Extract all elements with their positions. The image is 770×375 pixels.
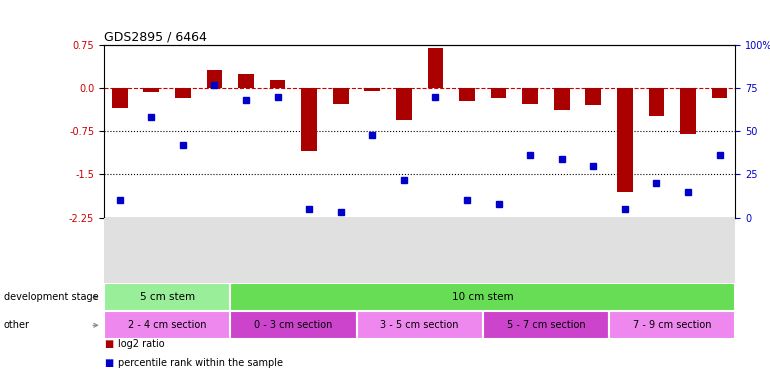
Bar: [270, 80, 286, 88]
Bar: [522, 88, 538, 104]
Text: ■: ■: [104, 358, 113, 368]
Bar: [680, 88, 696, 134]
Bar: [238, 74, 254, 88]
Text: percentile rank within the sample: percentile rank within the sample: [118, 358, 283, 368]
Bar: [104, 283, 230, 311]
Bar: [112, 88, 128, 108]
Text: 7 - 9 cm section: 7 - 9 cm section: [633, 320, 711, 330]
Bar: [490, 88, 507, 99]
Text: 5 - 7 cm section: 5 - 7 cm section: [507, 320, 585, 330]
Text: other: other: [4, 320, 30, 330]
Bar: [609, 311, 735, 339]
Bar: [143, 88, 159, 92]
Text: development stage: development stage: [4, 292, 99, 302]
Bar: [427, 48, 444, 88]
Bar: [230, 283, 735, 311]
Text: 5 cm stem: 5 cm stem: [139, 292, 195, 302]
Bar: [175, 88, 191, 99]
Text: 2 - 4 cm section: 2 - 4 cm section: [128, 320, 206, 330]
Text: 10 cm stem: 10 cm stem: [452, 292, 514, 302]
Text: 0 - 3 cm section: 0 - 3 cm section: [254, 320, 333, 330]
Bar: [104, 311, 230, 339]
Bar: [206, 70, 223, 88]
Bar: [396, 88, 412, 120]
Bar: [585, 88, 601, 105]
Text: ■: ■: [104, 339, 113, 349]
Bar: [364, 88, 380, 91]
Bar: [617, 88, 633, 192]
Bar: [554, 88, 570, 110]
Bar: [459, 88, 475, 101]
Text: log2 ratio: log2 ratio: [118, 339, 165, 349]
Bar: [230, 311, 357, 339]
Bar: [711, 88, 728, 99]
Bar: [648, 88, 665, 116]
Bar: [483, 311, 609, 339]
Bar: [333, 88, 349, 104]
Text: 3 - 5 cm section: 3 - 5 cm section: [380, 320, 459, 330]
Bar: [301, 88, 317, 152]
Bar: [357, 311, 483, 339]
Text: GDS2895 / 6464: GDS2895 / 6464: [104, 31, 207, 44]
